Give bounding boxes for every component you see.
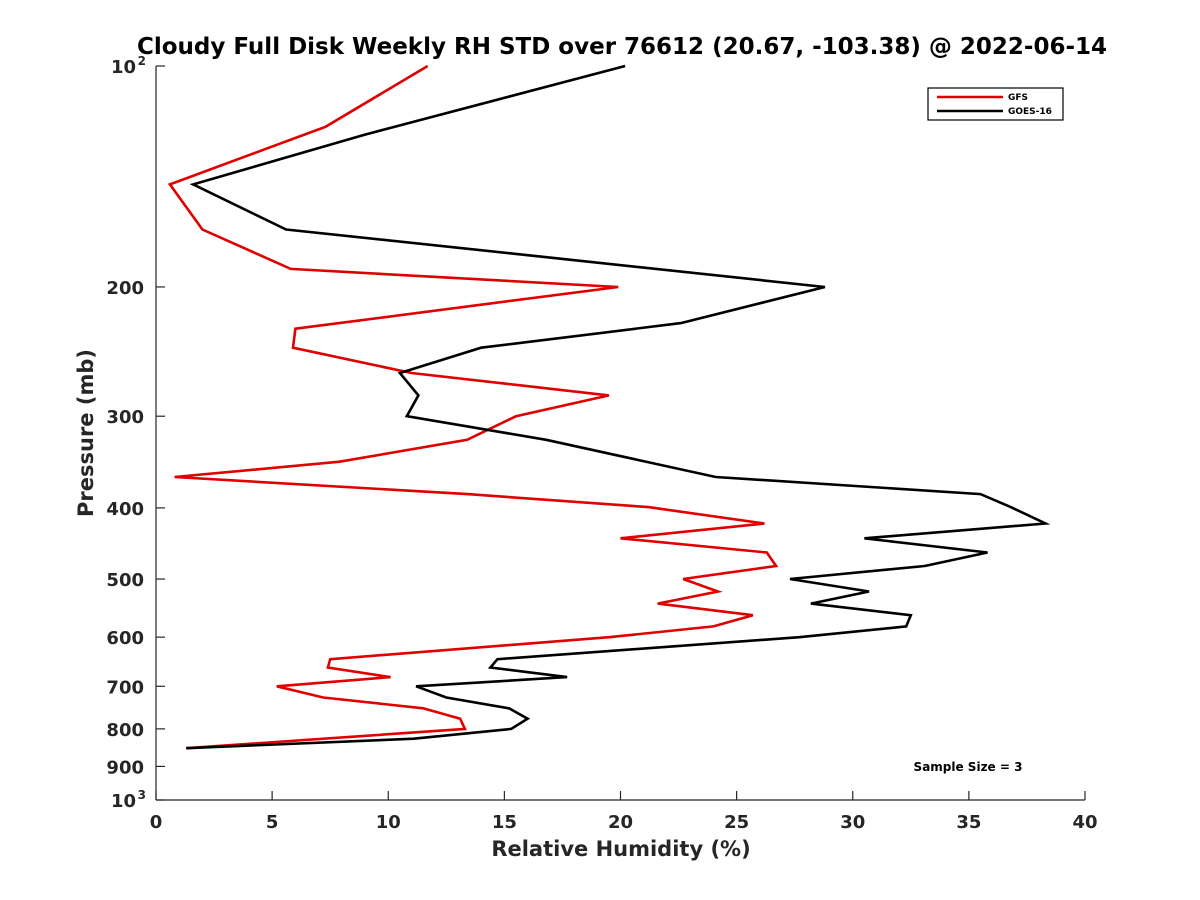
y-tick-label: 400: [106, 499, 144, 520]
legend: GFS GOES-16: [927, 87, 1064, 121]
series-line-gfs: [167, 64, 779, 750]
x-tick-label: 35: [956, 812, 981, 833]
y-tick-label: 300: [106, 407, 144, 428]
y-tick-label: 800: [106, 720, 144, 741]
y-axis-label: Pressure (mb): [74, 349, 98, 517]
x-tick-label: 5: [266, 812, 279, 833]
y-tick-exponent: 3: [138, 788, 146, 802]
y-tick-label: 900: [106, 757, 144, 778]
y-tick-label: 10: [111, 791, 136, 812]
legend-box: [927, 87, 1064, 121]
sample-size-annotation: Sample Size = 3: [914, 760, 1023, 774]
y-tick-label: 700: [106, 677, 144, 698]
x-tick-label: 25: [724, 812, 749, 833]
legend-label-gfs: GFS: [1008, 93, 1028, 103]
series-line-goes16: [186, 64, 1051, 750]
y-tick-label: 10: [111, 57, 136, 78]
x-tick-label: 10: [376, 812, 401, 833]
x-axis-label: Relative Humidity (%): [491, 837, 750, 861]
x-tick-label: 30: [840, 812, 865, 833]
chart-title: Cloudy Full Disk Weekly RH STD over 7661…: [137, 34, 1107, 60]
legend-label-goes16: GOES-16: [1008, 107, 1052, 117]
x-tick-label: 15: [492, 812, 517, 833]
series-group: [167, 64, 1051, 750]
x-tick-label: 40: [1072, 812, 1097, 833]
y-tick-label: 500: [106, 570, 144, 591]
y-tick-label: 200: [106, 278, 144, 299]
x-tick-label: 20: [608, 812, 633, 833]
y-tick-exponent: 2: [138, 54, 146, 68]
y-tick-label: 600: [106, 628, 144, 649]
x-tick-label: 0: [150, 812, 163, 833]
